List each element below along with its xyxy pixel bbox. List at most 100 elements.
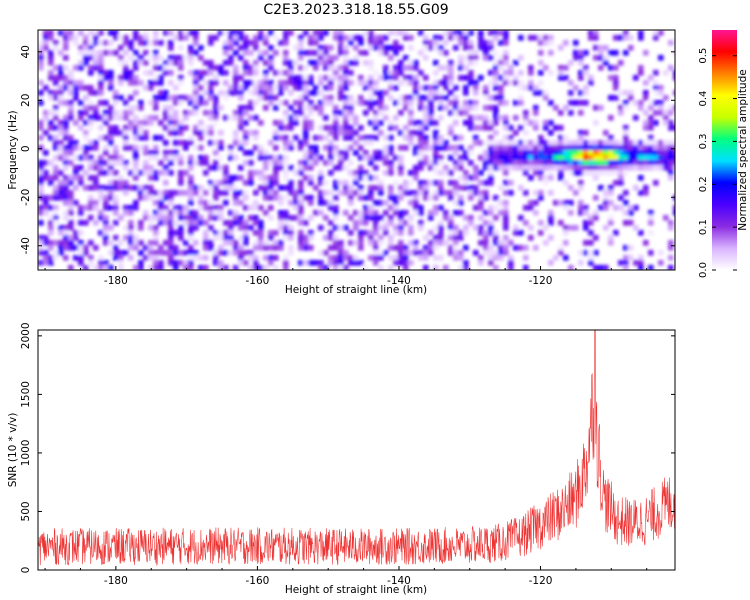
heatmap-cell	[253, 135, 259, 141]
heatmap-cell	[263, 195, 269, 201]
heatmap-cell	[238, 140, 244, 146]
heatmap-cell	[213, 110, 219, 116]
heatmap-cell	[53, 140, 59, 146]
heatmap-cell	[238, 165, 244, 171]
heatmap-cell	[593, 105, 599, 111]
heatmap-cell	[343, 75, 349, 81]
heatmap-cell	[78, 60, 84, 66]
heatmap-cell	[223, 200, 229, 206]
heatmap-cell	[503, 240, 509, 246]
heatmap-cell	[658, 145, 664, 151]
heatmap-cell	[658, 250, 664, 256]
heatmap-cell	[603, 60, 609, 66]
heatmap-cell	[613, 140, 619, 146]
heatmap-cell	[368, 90, 374, 96]
heatmap-cell	[663, 215, 669, 221]
heatmap-cell	[123, 185, 129, 191]
heatmap-cell	[373, 165, 379, 171]
heatmap-cell	[103, 195, 109, 201]
heatmap-cell	[68, 200, 74, 206]
heatmap-cell	[163, 215, 169, 221]
heatmap-cell	[63, 155, 69, 161]
heatmap-cell	[103, 150, 109, 156]
heatmap-cell	[623, 30, 629, 36]
heatmap-cell	[153, 175, 159, 181]
heatmap-cell	[503, 215, 509, 221]
heatmap-cell	[613, 35, 619, 41]
heatmap-cell	[83, 55, 89, 61]
heatmap-cell	[158, 80, 164, 86]
heatmap-cell	[93, 140, 99, 146]
heatmap-cell	[283, 60, 289, 66]
heatmap-cell	[463, 230, 469, 236]
heatmap-cell	[513, 140, 519, 146]
heatmap-cell	[333, 240, 339, 246]
heatmap-cell	[618, 145, 624, 151]
heatmap-cell	[573, 160, 579, 166]
heatmap-cell	[623, 160, 629, 166]
heatmap-cell	[343, 210, 349, 216]
heatmap-cell	[93, 55, 99, 61]
heatmap-cell	[533, 210, 539, 216]
heatmap-cell	[68, 220, 74, 226]
heatmap-cell	[333, 120, 339, 126]
heatmap-cell	[73, 90, 79, 96]
heatmap-cell	[488, 175, 494, 181]
heatmap-cell	[513, 165, 519, 171]
heatmap-cell	[203, 190, 209, 196]
heatmap-cell	[493, 215, 499, 221]
heatmap-cell	[463, 225, 469, 231]
heatmap-cell	[398, 70, 404, 76]
heatmap-cell	[428, 215, 434, 221]
heatmap-cell	[318, 35, 324, 41]
heatmap-cell	[248, 105, 254, 111]
heatmap-cell	[438, 170, 444, 176]
heatmap-cell	[608, 150, 614, 156]
heatmap-cell	[303, 160, 309, 166]
x-tick-label: -180	[104, 575, 128, 587]
heatmap-cell	[438, 225, 444, 231]
heatmap-cell	[358, 215, 364, 221]
heatmap-cell	[518, 185, 524, 191]
heatmap-cell	[538, 90, 544, 96]
heatmap-cell	[453, 180, 459, 186]
heatmap-cell	[98, 155, 104, 161]
heatmap-cell	[358, 175, 364, 181]
heatmap-cell	[148, 225, 154, 231]
heatmap-cell	[138, 170, 144, 176]
heatmap-cell	[178, 260, 184, 266]
heatmap-cell	[178, 130, 184, 136]
heatmap-cell	[253, 65, 259, 71]
heatmap-cell	[258, 50, 264, 56]
heatmap-cell	[503, 205, 509, 211]
heatmap-cell	[198, 200, 204, 206]
heatmap-cell	[378, 265, 384, 270]
heatmap-cell	[143, 215, 149, 221]
heatmap-cell	[473, 100, 479, 106]
heatmap-cell	[288, 60, 294, 66]
heatmap-cell	[438, 240, 444, 246]
heatmap-cell	[323, 125, 329, 131]
heatmap-cell	[303, 120, 309, 126]
heatmap-cell	[563, 180, 569, 186]
heatmap-cell	[153, 210, 159, 216]
heatmap-cell	[533, 200, 539, 206]
heatmap-cell	[638, 175, 644, 181]
heatmap-cell	[638, 265, 644, 270]
heatmap-cell	[623, 210, 629, 216]
heatmap-cell	[638, 65, 644, 71]
heatmap-cell	[318, 265, 324, 270]
heatmap-cell	[113, 30, 119, 36]
heatmap-cell	[153, 65, 159, 71]
heatmap-cell	[353, 150, 359, 156]
heatmap-cell	[608, 145, 614, 151]
heatmap-cell	[553, 150, 559, 156]
heatmap-cell	[553, 200, 559, 206]
heatmap-cell	[83, 135, 89, 141]
heatmap-cell	[108, 50, 114, 56]
heatmap-cell	[653, 100, 659, 106]
heatmap-cell	[648, 230, 654, 236]
heatmap-cell	[58, 85, 64, 91]
heatmap-cell	[118, 185, 124, 191]
heatmap-cell	[243, 240, 249, 246]
